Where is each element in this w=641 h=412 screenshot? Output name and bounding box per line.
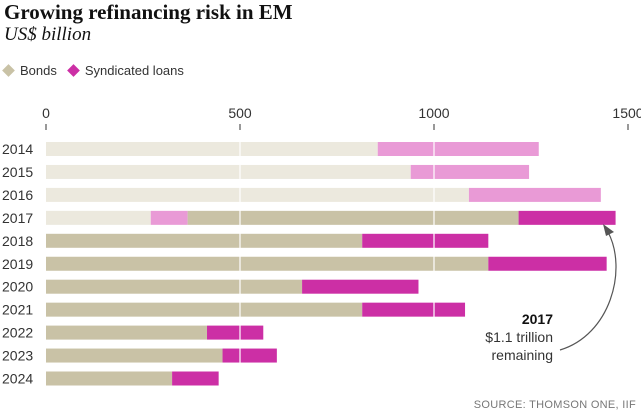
category-label-2014: 2014 [2, 141, 33, 157]
annotation-arrow-head [603, 224, 614, 236]
bar-bonds-2020 [46, 279, 303, 294]
bar-bonds-2018 [46, 233, 363, 248]
chart-subtitle: US$ billion [4, 24, 92, 45]
category-label-2018: 2018 [2, 233, 33, 249]
bar-loans-2023 [222, 348, 277, 363]
legend-item-loans: Syndicated loans [67, 63, 184, 78]
chart-title: Growing refinancing risk in EM [4, 0, 293, 24]
legend-label-bonds: Bonds [20, 63, 57, 78]
bar-loans-2017 [518, 210, 616, 225]
x-tick-label-1000: 1000 [418, 105, 449, 121]
legend-item-bonds: Bonds [2, 63, 57, 78]
bar-bonds-2021 [46, 302, 363, 317]
bar-loans-2014 [377, 142, 539, 156]
bar-bonds-2014 [46, 142, 378, 156]
bar-bonds-2024 [46, 371, 173, 386]
bar-loans-paid-2017 [150, 210, 188, 225]
source-note: SOURCE: THOMSON ONE, IIF [473, 399, 636, 411]
bar-bonds-2019 [46, 256, 489, 271]
bar-bonds-2023 [46, 348, 223, 363]
bar-bonds-2017 [187, 210, 519, 225]
bar-loans-2018 [362, 233, 489, 248]
x-tick-label-0: 0 [42, 105, 50, 121]
legend: Bonds Syndicated loans [2, 63, 194, 78]
category-label-2017: 2017 [2, 210, 33, 226]
x-tick-label-500: 500 [228, 105, 252, 121]
annotation-line-2: remaining [492, 347, 553, 363]
bar-loans-2020 [302, 279, 419, 294]
category-label-2020: 2020 [2, 279, 33, 295]
category-label-2024: 2024 [2, 371, 33, 387]
bar-bonds-2015 [46, 164, 411, 179]
bar-bonds-2016 [46, 187, 469, 202]
bar-loans-2022 [207, 325, 264, 340]
annotation-arrow-line [559, 231, 617, 351]
bar-loans-2015 [410, 164, 530, 179]
bar-loans-2016 [468, 187, 601, 202]
legend-label-loans: Syndicated loans [84, 63, 184, 78]
bar-loans-2019 [488, 256, 607, 271]
bar-loans-2021 [362, 302, 466, 317]
bar-bonds-paid-2017 [46, 210, 151, 225]
category-label-2019: 2019 [2, 256, 33, 272]
x-tick-label-1500: 1500 [612, 105, 641, 121]
category-label-2023: 2023 [2, 348, 33, 364]
category-label-2016: 2016 [2, 187, 33, 203]
annotation-line-1: $1.1 trillion [485, 329, 553, 345]
category-label-2022: 2022 [2, 325, 33, 341]
annotation-year: 2017 [522, 311, 553, 327]
category-label-2015: 2015 [2, 164, 33, 180]
category-label-2021: 2021 [2, 302, 33, 318]
bar-loans-2024 [172, 371, 219, 386]
bar-bonds-2022 [46, 325, 208, 340]
